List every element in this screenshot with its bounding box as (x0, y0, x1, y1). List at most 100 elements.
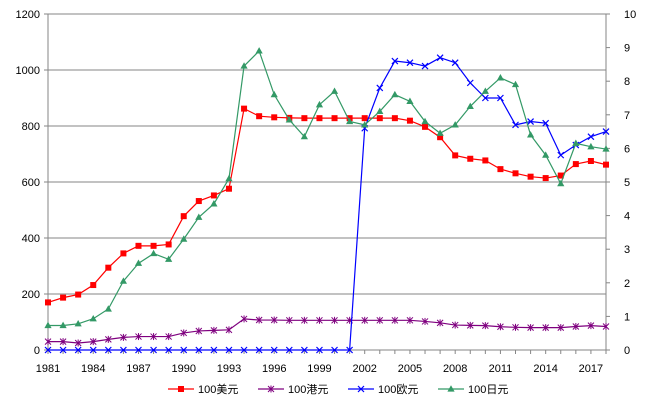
series-line (48, 318, 607, 344)
data-point (225, 174, 233, 182)
legend-marker (447, 385, 455, 392)
data-point (255, 316, 263, 324)
legend-label: 100美元 (198, 383, 238, 396)
data-point (557, 151, 565, 159)
data-point (361, 121, 369, 128)
data-point (587, 322, 595, 330)
legend-entry: 100港元 (258, 383, 328, 396)
y-right-tick-label: 10 (624, 9, 636, 21)
x-tick-label: 2005 (398, 363, 422, 375)
y-left-tick-label: 1000 (16, 65, 40, 77)
data-point (300, 132, 308, 140)
data-point (60, 294, 67, 301)
data-point (285, 346, 293, 354)
data-point (451, 121, 459, 128)
data-point (135, 242, 142, 249)
data-point (195, 346, 203, 354)
legend-marker (178, 386, 184, 392)
data-point (406, 316, 414, 324)
data-point (467, 155, 474, 162)
data-point (195, 327, 203, 335)
data-point (135, 346, 142, 354)
data-point (391, 316, 399, 324)
data-point (135, 333, 142, 341)
legend: 100美元 100港元 100欧元 100日元 (168, 383, 508, 396)
data-point (119, 277, 128, 284)
data-point (225, 185, 232, 192)
data-point (195, 198, 202, 205)
series-line (47, 107, 607, 303)
data-point (542, 119, 550, 127)
data-point (527, 173, 534, 180)
legend-marker (357, 385, 365, 393)
x-tick-label: 1981 (36, 363, 60, 375)
data-point (59, 338, 67, 346)
y-right-tick-label: 8 (624, 76, 630, 88)
data-point (602, 128, 610, 136)
data-point (285, 316, 293, 324)
data-point (481, 87, 489, 94)
series-3 (44, 54, 610, 354)
data-point (572, 322, 580, 330)
y-left-tick-label: 0 (34, 345, 40, 357)
data-point (436, 129, 444, 136)
data-point (255, 47, 263, 54)
series-line (48, 49, 607, 327)
x-tick-label: 1987 (126, 363, 150, 375)
series-2 (44, 315, 610, 347)
data-point (451, 59, 459, 67)
data-point (391, 90, 399, 98)
data-point (572, 139, 580, 146)
data-point (346, 346, 354, 354)
data-point (331, 346, 338, 354)
data-point (225, 326, 233, 334)
data-point (452, 152, 459, 159)
series-group (44, 47, 610, 354)
data-point (149, 249, 158, 257)
data-point (240, 62, 248, 69)
data-point (406, 59, 414, 67)
y-left-tick-label: 400 (22, 233, 40, 245)
data-point (90, 282, 97, 289)
data-point (542, 151, 550, 158)
data-point (587, 142, 595, 150)
data-point (346, 117, 354, 125)
data-point (587, 133, 595, 141)
data-point (466, 79, 474, 87)
data-point (271, 114, 278, 121)
y-right-tick-label: 3 (624, 244, 630, 256)
data-point (74, 339, 82, 347)
data-point (316, 115, 323, 122)
data-point (165, 333, 173, 341)
data-point (376, 115, 383, 122)
y-right-tick-label: 9 (624, 43, 630, 55)
data-point (59, 321, 67, 329)
axes: 0 200 400 600 800 1000 1200 0 1 2 3 4 5 6 7 8 9 10 1981 198… (16, 9, 637, 375)
data-point (316, 346, 323, 354)
data-point (361, 115, 368, 122)
data-point (391, 115, 398, 122)
series-1 (45, 105, 609, 306)
legend-entry: 100美元 (168, 383, 238, 396)
data-point (497, 94, 504, 102)
x-tick-label: 1999 (307, 363, 331, 375)
y-left-tick-label: 800 (22, 121, 40, 133)
data-point (557, 179, 565, 187)
data-point (75, 291, 82, 298)
data-point (45, 299, 51, 306)
data-point (301, 115, 308, 122)
data-point (421, 62, 429, 70)
data-point (120, 333, 127, 341)
data-point (165, 255, 173, 262)
data-point (44, 346, 52, 354)
legend-entry: 100欧元 (348, 383, 418, 396)
series-4 (44, 47, 610, 329)
y-left-tick-label: 600 (22, 177, 40, 189)
data-point (119, 346, 127, 354)
y-right-tick-label: 4 (624, 211, 630, 223)
data-point (376, 316, 384, 324)
data-point (270, 316, 278, 324)
x-tick-label: 1996 (262, 363, 286, 375)
x-tick-label: 2017 (579, 363, 603, 375)
data-point (603, 161, 609, 168)
